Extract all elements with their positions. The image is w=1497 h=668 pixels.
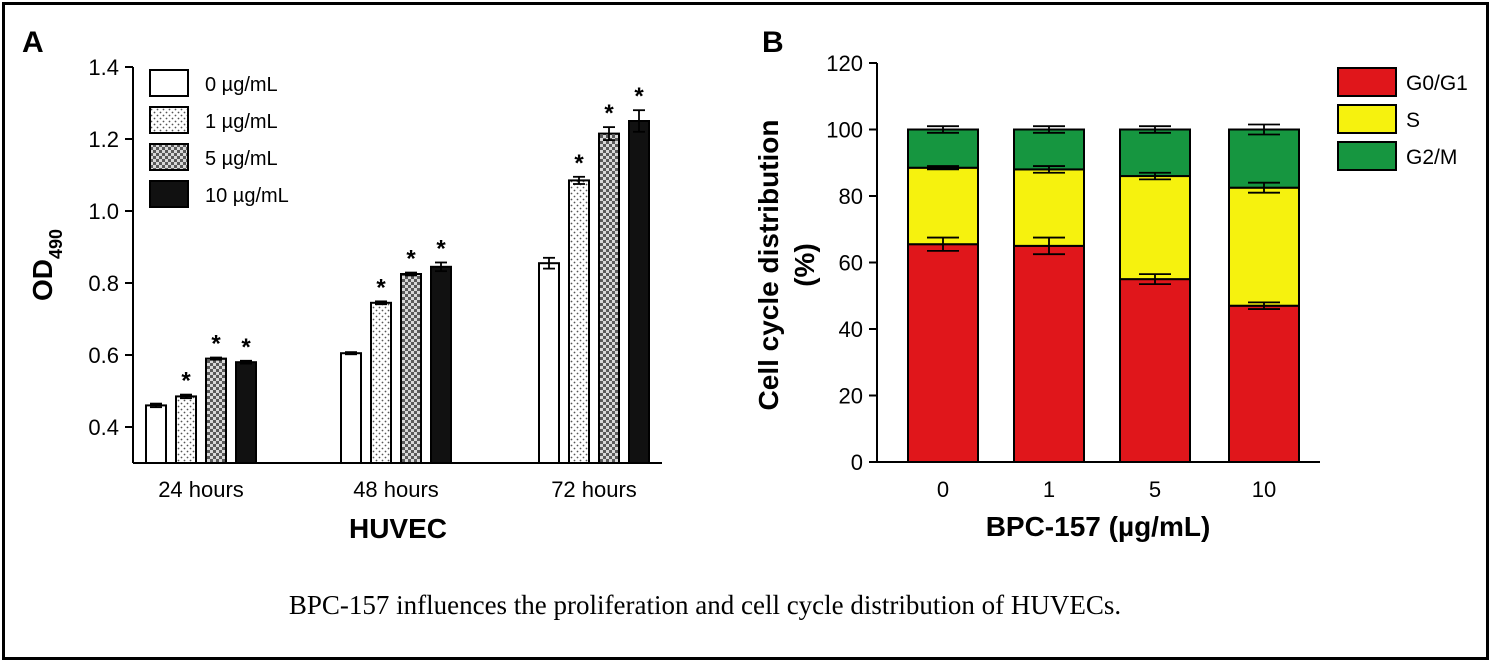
panel-label-a: A	[22, 26, 44, 59]
bar	[145, 404, 167, 464]
bar	[370, 301, 392, 464]
significance-star: *	[604, 100, 614, 127]
legend-swatch	[1337, 104, 1397, 134]
bar	[235, 361, 257, 465]
y-tick-label: 0	[851, 450, 863, 475]
x-tick-label: 10	[1252, 477, 1276, 502]
stacked-bar-segment	[907, 166, 979, 246]
bar	[430, 265, 452, 464]
stacked-bar-segment	[1119, 128, 1191, 178]
stacked-bar-segment	[1228, 128, 1300, 189]
stacked-bar-segment	[907, 243, 979, 463]
legend-swatch	[149, 143, 189, 171]
stacked-bar-segment	[1013, 244, 1085, 463]
y-tick-label: 100	[826, 118, 863, 143]
significance-star: *	[436, 235, 446, 262]
y-axis-label-line2: (%)	[789, 243, 820, 287]
bar	[205, 357, 227, 465]
bar	[568, 179, 590, 464]
legend-swatch	[149, 106, 189, 134]
x-tick-label: 0	[937, 477, 949, 502]
x-tick-label: 72 hours	[551, 477, 637, 502]
stacked-bar-segment	[1119, 175, 1191, 281]
significance-star: *	[574, 150, 584, 177]
legend-swatch	[1337, 67, 1397, 97]
y-tick-label: 60	[839, 251, 863, 276]
y-tick-label: 80	[839, 184, 863, 209]
legend-label: 1 µg/mL	[205, 111, 278, 133]
significance-star: *	[211, 331, 221, 358]
y-axis-label: OD490	[27, 229, 66, 301]
y-tick-label: 40	[839, 317, 863, 342]
y-tick-label: 0.4	[88, 415, 119, 440]
legend-swatch	[149, 69, 189, 97]
significance-star: *	[181, 368, 191, 395]
legend-label: G0/G1	[1406, 72, 1468, 95]
significance-star: *	[376, 274, 386, 301]
bar	[400, 273, 422, 464]
y-tick-label: 0.6	[88, 343, 119, 368]
bar	[538, 262, 560, 465]
x-axis-label: HUVEC	[349, 513, 447, 544]
y-tick-label: 120	[826, 51, 863, 76]
x-tick-label: 5	[1149, 477, 1161, 502]
stacked-bar-segment	[1013, 128, 1085, 171]
significance-star: *	[406, 246, 416, 273]
x-tick-label: 48 hours	[353, 477, 439, 502]
x-tick-label: 1	[1043, 477, 1055, 502]
y-tick-label: 0.8	[88, 271, 119, 296]
legend-label: G2/M	[1406, 146, 1457, 169]
legend-label: 5 µg/mL	[205, 148, 278, 170]
stacked-bar-segment	[1228, 304, 1300, 463]
bar	[340, 352, 362, 465]
bar	[628, 120, 650, 464]
stacked-bar-segment	[1013, 168, 1085, 247]
significance-star: *	[241, 334, 251, 361]
y-tick-label: 1.4	[88, 55, 119, 80]
bar	[175, 395, 197, 464]
legend-swatch	[149, 180, 189, 208]
x-axis-label: BPC-157 (µg/mL)	[986, 511, 1211, 542]
legend-label: S	[1406, 109, 1420, 132]
y-tick-label: 20	[839, 384, 863, 409]
panel-a-chart: 0.4 0.6 0.8 1.0 1.2 1.4 OD490 * * * 24 hours * * * 48 …	[27, 55, 662, 544]
legend-label: 0 µg/mL	[205, 74, 278, 96]
significance-star: *	[634, 83, 644, 110]
y-tick-label: 1.2	[88, 127, 119, 152]
legend-label: 10 µg/mL	[205, 185, 289, 207]
stacked-bar-segment	[1228, 186, 1300, 307]
panel-label-b: B	[762, 26, 784, 59]
stacked-bar-segment	[907, 128, 979, 169]
legend-swatch	[1337, 141, 1397, 171]
x-tick-label: 24 hours	[158, 477, 244, 502]
y-tick-label: 1.0	[88, 199, 119, 224]
y-axis-label-line1: Cell cycle distribution	[753, 120, 784, 411]
figure-caption: BPC-157 influences the proliferation and…	[288, 590, 1122, 620]
stacked-bar-segment	[1119, 278, 1191, 463]
bar	[598, 132, 620, 464]
